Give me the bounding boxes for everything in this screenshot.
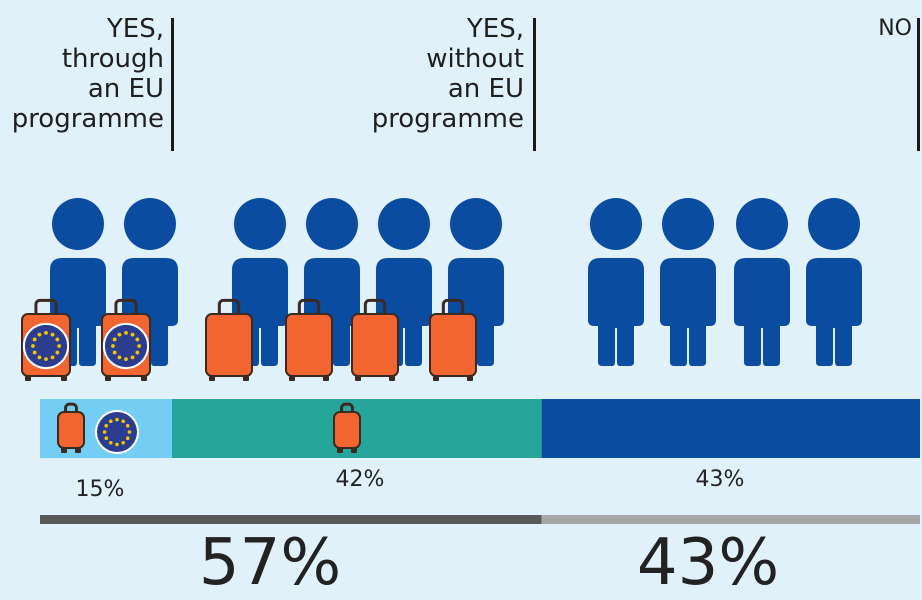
suitcase-eu-flag-icon [101, 298, 151, 381]
total-no: 43% [636, 526, 780, 600]
category-divider [171, 18, 174, 151]
label-line: an EU [87, 74, 164, 104]
bar-suitcase-icon [333, 402, 361, 453]
person-icon [588, 198, 644, 366]
label-line: an EU [447, 74, 524, 104]
category-label-no: NO [878, 14, 912, 44]
value-label-yes-eu: 15% [75, 477, 125, 502]
person-icon [660, 198, 716, 366]
label-line: programme [11, 104, 164, 134]
total-yes: 57% [198, 526, 342, 600]
label-line: programme [371, 104, 524, 134]
category-divider [917, 18, 920, 151]
category-label-yes-eu-programme: YES, through an EU programme [12, 14, 164, 134]
label-line: YES, [466, 14, 524, 44]
category-label-yes-without-eu-programme: YES, without an EU programme [372, 14, 524, 134]
person-icon [806, 198, 862, 366]
label-line: without [426, 44, 524, 74]
total-bar-yes [40, 515, 542, 524]
suitcase-icon [285, 298, 333, 381]
person-icon [734, 198, 790, 366]
suitcase-icon [351, 298, 399, 381]
label-line: NO [878, 16, 912, 41]
value-label-no: 43% [695, 467, 745, 492]
category-divider [533, 18, 536, 151]
suitcase-icon [205, 298, 253, 381]
suitcase-eu-flag-icon [21, 298, 71, 381]
eu-flag-icon [22, 322, 70, 370]
eu-flag-icon [95, 410, 139, 454]
suitcase-icon [429, 298, 477, 381]
bar-segment-no [541, 399, 920, 458]
bar-suitcase-icon [57, 402, 85, 453]
label-line: through [61, 44, 164, 74]
eu-flag-icon [102, 322, 150, 370]
label-line: YES, [106, 14, 164, 44]
value-label-yes-without-eu: 42% [335, 467, 385, 492]
total-bar-no [541, 515, 920, 524]
